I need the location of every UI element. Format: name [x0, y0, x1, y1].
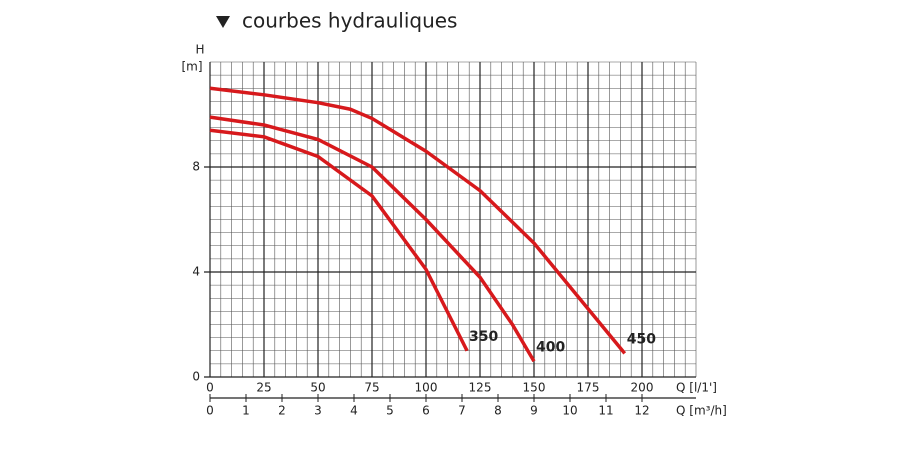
x2-tick-label: 6: [422, 404, 430, 418]
chart-title: courbes hydrauliques: [242, 9, 457, 33]
x-tick-label: 175: [577, 381, 600, 395]
y-axis-unit: [m]: [181, 60, 202, 74]
title-marker: [216, 16, 230, 28]
x-tick-label: 150: [523, 381, 546, 395]
x2-tick-label: 11: [598, 404, 613, 418]
pump-curve: [209, 115, 536, 363]
x2-tick-label: 4: [350, 404, 358, 418]
x2-tick-label: 1: [242, 404, 250, 418]
pump-curve: [209, 128, 469, 352]
y-tick-label: 0: [192, 370, 200, 384]
x-tick-label: 125: [469, 381, 492, 395]
x2-tick-label: 3: [314, 404, 322, 418]
y-tick-label: 4: [192, 265, 200, 279]
pump-curve: [209, 86, 627, 355]
curve-label: 400: [536, 339, 565, 355]
x2-tick-label: 0: [206, 404, 214, 418]
y-axis-label: H: [195, 43, 204, 57]
curve-label: 350: [469, 329, 498, 345]
x-tick-label: 50: [310, 381, 325, 395]
x2-tick-label: 7: [458, 404, 466, 418]
curve-label: 450: [627, 331, 656, 347]
x2-tick-label: 8: [494, 404, 502, 418]
x2-tick-label: 9: [530, 404, 538, 418]
x-axis-label: Q [l/1']: [676, 381, 717, 395]
x-tick-label: 25: [256, 381, 271, 395]
x2-tick-label: 5: [386, 404, 394, 418]
y-tick-label: 8: [192, 160, 200, 174]
x-tick-label: 100: [415, 381, 438, 395]
x-tick-label: 200: [631, 381, 654, 395]
x2-tick-label: 2: [278, 404, 286, 418]
x-tick-label: 75: [364, 381, 379, 395]
x2-tick-label: 10: [562, 404, 577, 418]
x2-axis-label: Q [m³/h]: [676, 404, 727, 418]
x2-tick-label: 12: [634, 404, 649, 418]
x-tick-label: 0: [206, 381, 214, 395]
